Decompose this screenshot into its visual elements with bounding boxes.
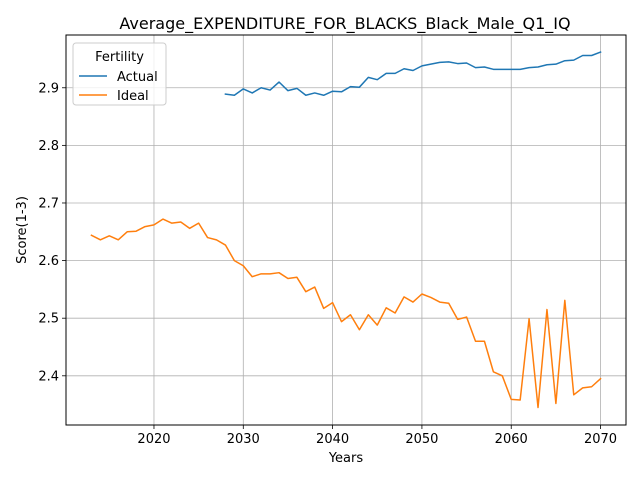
legend-box xyxy=(72,42,167,106)
plot-frame xyxy=(65,34,627,426)
y-tick-label: 2.7 xyxy=(38,196,59,211)
legend-label-ideal: Ideal xyxy=(117,89,149,104)
axis-ticks: 2020 2030 2040 2050 2060 2070 2.4 2.5 2.6 2.7 2.8 2… xyxy=(38,81,617,447)
x-tick-label: 2070 xyxy=(584,432,617,447)
x-tick-label: 2040 xyxy=(316,432,349,447)
legend-title: Fertility xyxy=(95,50,144,65)
x-tick-label: 2030 xyxy=(227,432,260,447)
series-lines xyxy=(90,51,602,409)
series-line-actual xyxy=(224,51,602,97)
legend-label-actual: Actual xyxy=(117,70,158,85)
y-tick-label: 2.5 xyxy=(38,312,59,327)
y-tick-label: 2.6 xyxy=(38,254,59,269)
y-tick-label: 2.9 xyxy=(38,81,59,96)
x-tick-label: 2050 xyxy=(405,432,438,447)
y-axis-label: Score(1-3) xyxy=(15,196,30,264)
y-tick-label: 2.4 xyxy=(38,369,59,384)
x-axis-label: Years xyxy=(328,451,364,466)
legend: Fertility Actual Ideal xyxy=(72,42,167,106)
series-line-ideal xyxy=(90,218,602,409)
x-tick-label: 2020 xyxy=(137,432,170,447)
chart-title: Average_EXPENDITURE_FOR_BLACKS_Black_Mal… xyxy=(119,14,570,34)
y-tick-label: 2.8 xyxy=(38,139,59,154)
x-tick-label: 2060 xyxy=(495,432,528,447)
